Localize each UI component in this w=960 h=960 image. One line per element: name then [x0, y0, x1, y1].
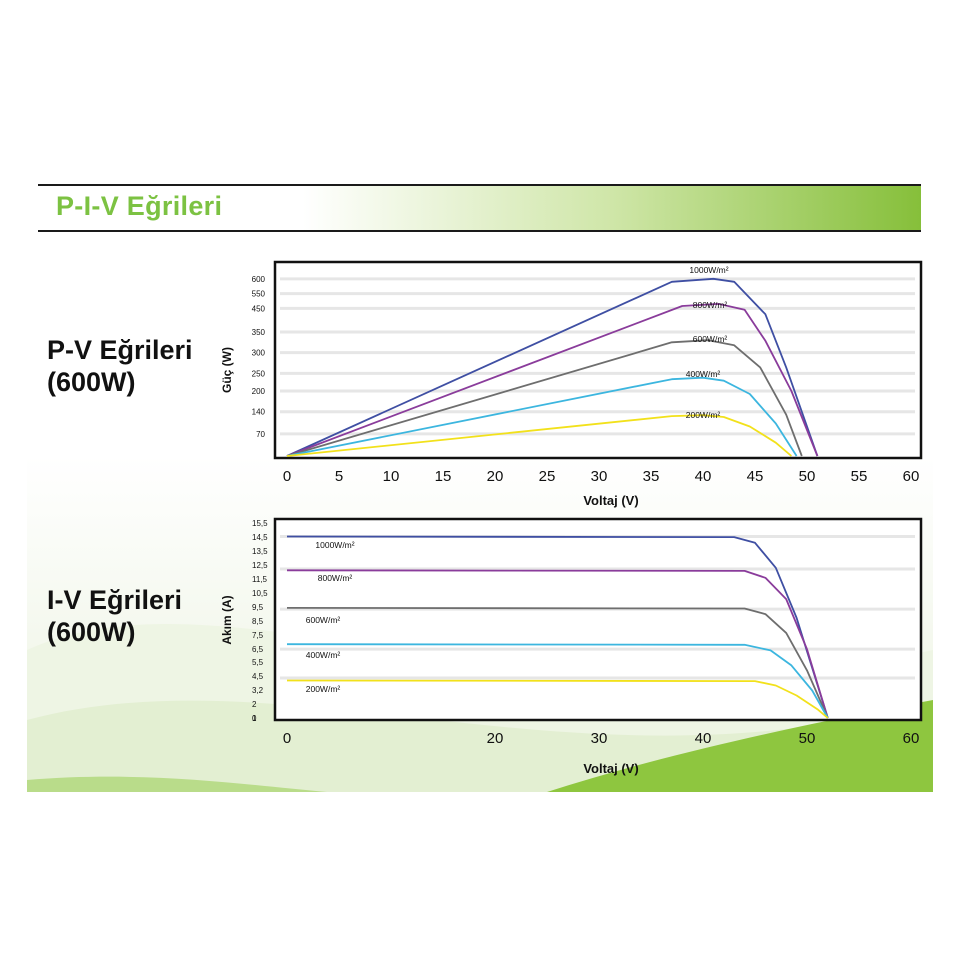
iv-y-tick-label: 12,5	[252, 561, 268, 570]
pv-y-tick-label: 600	[252, 275, 266, 284]
pv-plot-frame	[273, 260, 923, 460]
pv-series-label: 800W/m²	[693, 300, 728, 310]
iv-series-label: 1000W/m²	[315, 540, 354, 550]
iv-y-tick-label: 6,5	[252, 645, 264, 654]
pv-series-label: 600W/m²	[693, 334, 728, 344]
deco-swoosh-3	[547, 700, 933, 792]
iv-y-tick-label: 8,5	[252, 617, 264, 626]
pv-y-axis-label: Güç (W)	[220, 347, 234, 393]
iv-label-line1: I-V Eğrileri	[47, 585, 183, 615]
iv-y-tick-label: 9,5	[252, 603, 264, 612]
pv-x-tick-label: 55	[851, 468, 868, 485]
iv-x-tick-label: 30	[591, 730, 608, 747]
pv-series-label: 1000W/m²	[689, 265, 728, 275]
pv-x-tick-label: 15	[435, 468, 452, 485]
pv-x-tick-label: 20	[487, 468, 504, 485]
pv-x-tick-label: 45	[747, 468, 764, 485]
iv-y-tick-label: 11,5	[252, 575, 268, 584]
pv-series-label: 200W/m²	[686, 410, 721, 420]
pv-x-tick-label: 30	[591, 468, 608, 485]
pv-series-line	[286, 277, 819, 457]
pv-x-tick-label: 10	[383, 468, 400, 485]
iv-series-line	[286, 607, 829, 719]
pv-y-tick-label: 550	[252, 290, 266, 299]
iv-x-tick-label: 60	[903, 730, 920, 747]
iv-y-tick-label: 5,5	[252, 658, 264, 667]
pv-series-line	[286, 339, 803, 457]
iv-y-tick-label: 0	[252, 714, 257, 723]
iv-series-line	[286, 569, 829, 719]
header-divider-top	[38, 184, 921, 186]
iv-y-tick-label: 14,5	[252, 533, 268, 542]
pv-x-tick-label: 50	[799, 468, 816, 485]
iv-y-tick-label: 10,5	[252, 589, 268, 598]
iv-y-tick-label: 7,5	[252, 631, 264, 640]
pv-label-line2: (600W)	[47, 367, 136, 397]
pv-y-tick-label: 250	[252, 369, 266, 378]
pv-x-axis-label: Voltaj (V)	[583, 493, 638, 508]
pv-y-tick-label: 350	[252, 328, 266, 337]
iv-y-axis-label: Akım (A)	[220, 595, 234, 644]
pv-y-tick-label: 300	[252, 349, 266, 358]
header-divider-bottom	[38, 230, 921, 232]
iv-y-tick-label: 15,5	[252, 519, 268, 528]
pv-y-tick-label: 450	[252, 304, 266, 313]
header-band	[38, 186, 921, 230]
iv-y-tick-label: 2	[252, 700, 257, 709]
pv-y-tick-label: 70	[256, 430, 265, 439]
pv-x-tick-label: 5	[335, 468, 343, 485]
pv-series-label: 400W/m²	[686, 369, 721, 379]
iv-y-tick-label: 1	[252, 714, 257, 723]
pv-x-tick-label: 35	[643, 468, 660, 485]
pv-series-line	[286, 376, 798, 457]
iv-y-tick-label: 4,5	[252, 672, 264, 681]
iv-x-tick-label: 50	[799, 730, 816, 747]
iv-chart: 15,514,513,512,511,510,59,58,57,56,55,54…	[220, 517, 923, 776]
iv-x-tick-label: 20	[487, 730, 504, 747]
iv-x-tick-label: 0	[283, 730, 291, 747]
iv-section-label: I-V Eğrileri (600W)	[47, 584, 182, 648]
iv-series-line	[286, 643, 829, 719]
iv-series-line	[286, 679, 829, 719]
iv-x-axis-label: Voltaj (V)	[583, 761, 638, 776]
pv-x-tick-label: 25	[539, 468, 556, 485]
pv-series-line	[286, 302, 819, 457]
pv-y-tick-label: 200	[252, 387, 266, 396]
iv-label-line2: (600W)	[47, 617, 136, 647]
pv-x-tick-label: 40	[695, 468, 712, 485]
pv-section-label: P-V Eğrileri (600W)	[47, 334, 193, 398]
iv-y-tick-label: 3,2	[252, 686, 264, 695]
iv-plot-frame	[273, 517, 923, 722]
pv-plot-area	[275, 262, 921, 458]
iv-series-label: 200W/m²	[306, 684, 341, 694]
iv-series-label: 400W/m²	[306, 650, 341, 660]
iv-series-label: 600W/m²	[306, 615, 341, 625]
page-title: P-I-V Eğrileri	[56, 191, 223, 221]
pv-label-line1: P-V Eğrileri	[47, 335, 193, 365]
pv-x-tick-label: 60	[903, 468, 920, 485]
pv-x-tick-label: 0	[283, 468, 291, 485]
pv-chart: 600 550 450 350 300 250 200 140 70 0 5 10 15 20 25 30 35…	[220, 260, 923, 508]
iv-y-tick-label: 13,5	[252, 547, 268, 556]
deco-swoosh-4	[27, 776, 327, 792]
pv-y-tick-label: 140	[252, 408, 266, 417]
iv-plot-area	[275, 519, 921, 720]
iv-x-tick-label: 40	[695, 730, 712, 747]
iv-series-label: 800W/m²	[318, 573, 353, 583]
pv-series-line	[286, 414, 792, 457]
